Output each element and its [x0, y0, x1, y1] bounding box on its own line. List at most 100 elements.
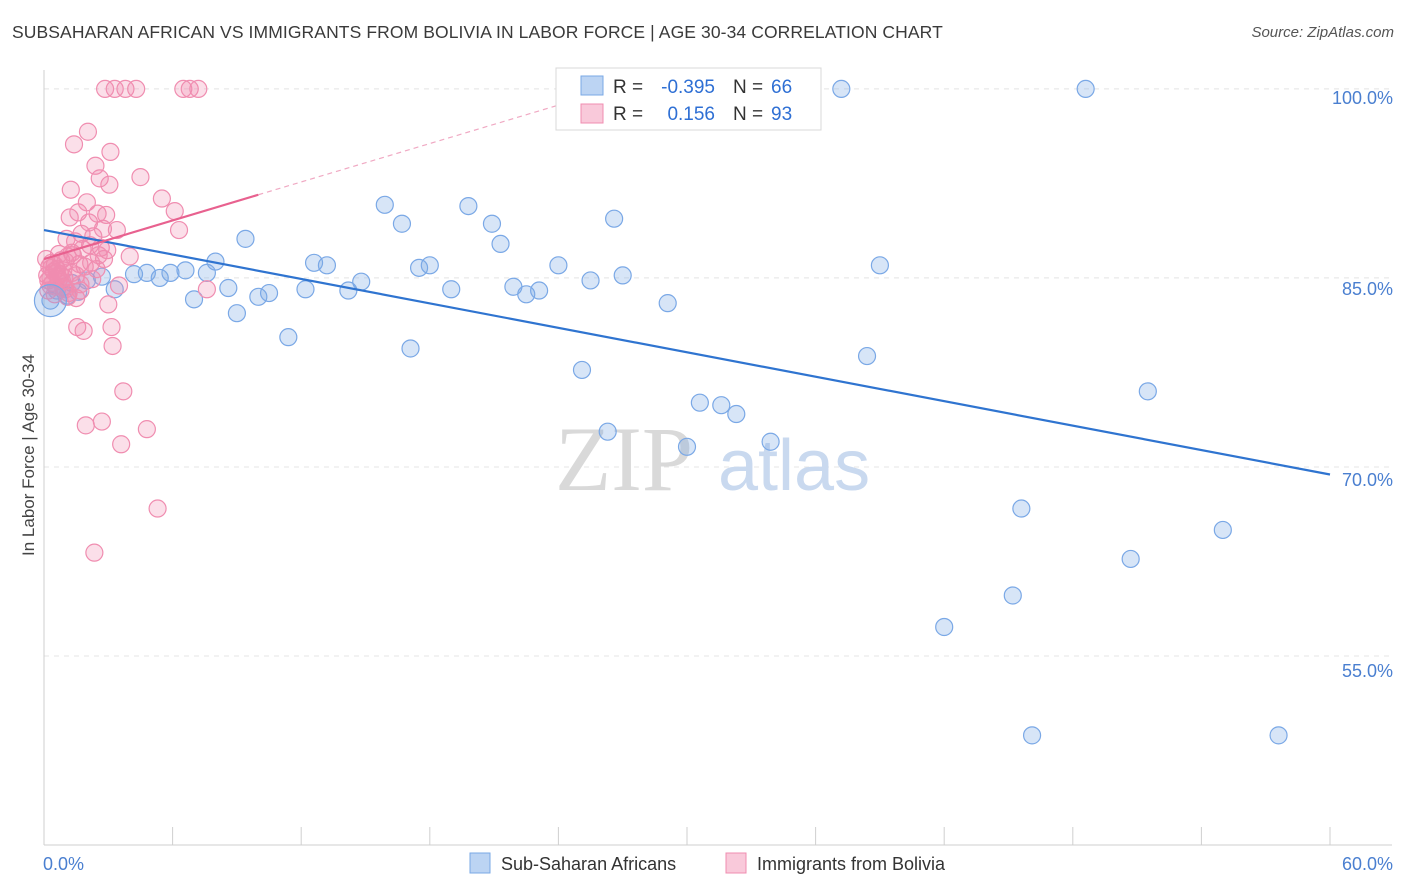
point-bolivia	[189, 79, 208, 99]
bottom-legend-swatch-pink	[725, 852, 747, 874]
watermark: ZIP atlas	[555, 408, 870, 510]
gridlines	[44, 88, 1392, 657]
point-bolivia	[85, 543, 104, 562]
point-bolivia	[137, 420, 156, 439]
point-subsaharan	[727, 404, 746, 424]
point-bolivia	[114, 382, 133, 401]
watermark-atlas: atlas	[718, 426, 870, 506]
point-bolivia	[120, 247, 139, 266]
point-subsaharan	[409, 258, 429, 277]
point-bolivia	[95, 79, 115, 99]
point-bolivia	[101, 142, 120, 162]
point-subsaharan	[598, 422, 617, 441]
stats-legend-r-value-pink: 0.156	[667, 104, 715, 125]
point-bolivia	[74, 321, 93, 340]
point-subsaharan	[832, 79, 851, 99]
x-tick-label-max: 60.0%	[1342, 854, 1393, 874]
point-subsaharan	[482, 214, 502, 233]
point-bolivia	[71, 275, 90, 294]
point-subsaharan	[1213, 520, 1232, 540]
stats-legend-r-value-blue: -0.395	[661, 77, 715, 98]
chart-source: Source: ZipAtlas.com	[1251, 24, 1394, 41]
chart-title: SUBSAHARAN AFRICAN VS IMMIGRANTS FROM BO…	[12, 22, 943, 42]
point-bolivia	[109, 276, 129, 295]
point-subsaharan	[150, 268, 169, 288]
point-subsaharan	[1003, 586, 1022, 605]
point-subsaharan	[935, 617, 954, 637]
point-bolivia	[87, 260, 106, 279]
point-subsaharan	[1138, 382, 1157, 401]
point-subsaharan	[857, 346, 877, 366]
point-bolivia	[116, 79, 135, 99]
point-subsaharan	[613, 266, 632, 285]
point-subsaharan	[677, 437, 697, 456]
point-subsaharan	[236, 229, 255, 248]
point-bolivia	[76, 416, 95, 435]
point-subsaharan	[1076, 79, 1095, 99]
y-tick-label-100: 100.0%	[1332, 88, 1393, 108]
point-bolivia	[197, 280, 216, 299]
point-subsaharan	[161, 263, 180, 282]
point-subsaharan	[712, 396, 731, 415]
y-tick-label-55: 55.0%	[1342, 661, 1393, 681]
point-subsaharan	[296, 280, 315, 299]
watermark-zip: ZIP	[555, 408, 693, 510]
point-subsaharan	[227, 304, 246, 323]
point-subsaharan	[491, 234, 510, 254]
point-bolivia	[174, 79, 193, 99]
point-subsaharan	[1012, 499, 1031, 518]
stats-legend-r-label-blue: R =	[613, 77, 643, 98]
point-bolivia	[107, 220, 126, 240]
point-subsaharan	[124, 265, 144, 284]
point-subsaharan	[442, 280, 461, 299]
point-subsaharan	[420, 256, 439, 275]
point-subsaharan	[401, 339, 420, 358]
stats-legend-swatch-blue	[580, 75, 604, 96]
point-subsaharan	[459, 196, 478, 216]
point-bolivia	[112, 435, 131, 454]
point-bolivia	[152, 189, 171, 208]
point-subsaharan	[184, 290, 204, 309]
point-bolivia	[93, 219, 113, 238]
point-subsaharan	[658, 294, 677, 313]
point-bolivia	[90, 169, 109, 188]
point-subsaharan	[690, 393, 709, 412]
point-subsaharan	[259, 283, 279, 303]
bottom-legend-swatch-blue	[469, 852, 491, 874]
point-bolivia	[56, 252, 75, 271]
point-subsaharan	[572, 360, 592, 380]
stats-legend: R = -0.395 N = 66 R = 0.156 N = 93	[555, 67, 822, 131]
bottom-legend-label-pink: Immigrants from Bolivia	[757, 854, 946, 874]
stats-legend-n-label-blue: N =	[733, 77, 763, 98]
point-subsaharan	[249, 287, 268, 306]
point-bolivia	[77, 193, 96, 212]
point-bolivia	[102, 317, 121, 337]
point-subsaharan	[581, 271, 600, 290]
point-bolivia	[78, 122, 98, 141]
point-subsaharan	[1269, 726, 1288, 745]
point-subsaharan-cluster	[33, 284, 68, 318]
point-bolivia	[97, 205, 116, 225]
point-subsaharan	[605, 209, 624, 228]
point-bolivia	[60, 208, 79, 227]
y-tick-label-70: 70.0%	[1342, 470, 1393, 490]
point-bolivia	[64, 135, 84, 154]
point-bolivia	[71, 281, 90, 300]
point-bolivia	[99, 295, 118, 314]
stats-legend-n-value-pink: 93	[771, 104, 792, 125]
stats-legend-n-value-blue: 66	[771, 77, 792, 98]
point-subsaharan	[176, 261, 195, 280]
point-bolivia	[169, 220, 189, 240]
point-bolivia	[105, 79, 124, 99]
point-subsaharan	[392, 214, 412, 233]
bottom-legend-label-blue: Sub-Saharan Africans	[501, 854, 676, 874]
point-subsaharan	[352, 272, 371, 291]
stats-legend-n-label-pink: N =	[733, 104, 763, 125]
point-bolivia	[131, 168, 150, 187]
point-bolivia	[100, 175, 119, 194]
point-subsaharan	[870, 256, 890, 275]
point-bolivia	[67, 266, 86, 285]
trendline-bolivia	[43, 193, 259, 261]
point-bolivia	[103, 336, 122, 356]
